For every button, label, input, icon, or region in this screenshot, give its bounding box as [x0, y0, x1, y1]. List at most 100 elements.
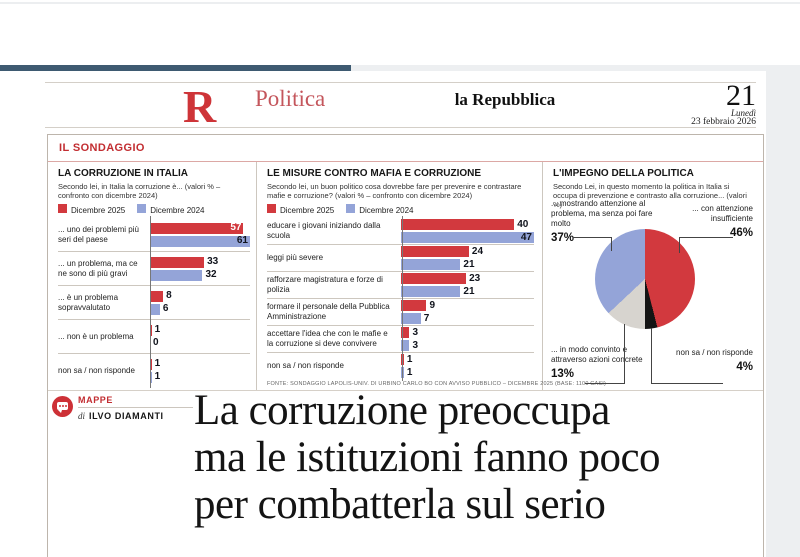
bar-category-label: rafforzare magistratura e forze di poliz…	[267, 275, 383, 294]
bar-segment: 57	[150, 222, 244, 234]
bar-row: ... non è un problema 1 0	[58, 319, 250, 353]
legend-swatch-red	[58, 203, 67, 213]
bar-value-label: 0	[153, 337, 159, 348]
bar-segment	[401, 327, 410, 338]
bar-axis	[150, 216, 151, 388]
panel-title: LA CORRUZIONE IN ITALIA	[58, 168, 188, 179]
bar-axis	[402, 216, 403, 381]
bar-value-label: 61	[236, 235, 248, 246]
bar-chart-misure: educare i giovani iniziando dalla scuola…	[267, 218, 534, 379]
bar-value-label: 1	[154, 358, 161, 369]
top-hairline	[0, 2, 800, 4]
bar-category-label: accettare l'idea che con le mafie e la c…	[267, 329, 388, 348]
bar-value-label: 40	[517, 218, 529, 230]
bar-value-label: 32	[205, 269, 217, 280]
bar-value-label: 3	[412, 326, 419, 338]
bar-row: accettare l'idea che con le mafie e la c…	[267, 325, 534, 352]
bar-row: non sa / non risponde 1 1	[267, 352, 534, 379]
bar-value-label: 1	[154, 371, 161, 382]
right-gray-strip	[766, 65, 800, 557]
repubblica-r-logo: R	[183, 81, 217, 132]
bar-segment	[401, 273, 467, 284]
legend-swatch-red	[267, 203, 276, 213]
top-accent-bar	[0, 65, 351, 71]
bar-segment	[401, 259, 461, 270]
bar-row: leggi più severe 24 21	[267, 244, 534, 271]
pie-pct-13: 13%	[551, 368, 575, 380]
bar-category-label: non sa / non risponde	[267, 361, 344, 371]
panel-subtitle: Secondo lei, un buon politico cosa dovre…	[267, 182, 522, 200]
bar-value-label: 9	[429, 299, 436, 311]
legend: Dicembre 2025 Dicembre 2024	[267, 203, 534, 215]
bar-value-label: 1	[406, 353, 413, 365]
bar-category-label: formare il personale della Pubblica Ammi…	[267, 302, 390, 321]
panel-subtitle: Secondo Lei, in questo momento la politi…	[553, 182, 747, 209]
bar-segment: 61	[150, 235, 250, 247]
leader-line	[679, 237, 680, 253]
bar-row: non sa / non risponde 1 1	[58, 353, 250, 387]
bar-row: ... un problema, ma ce ne sono di più gr…	[58, 251, 250, 285]
bar-value-label: 57	[230, 222, 242, 233]
legend-item-2025: Dicembre 2025	[267, 203, 334, 215]
bar-category-label: ... è un problema sopravvalutato	[58, 292, 119, 312]
legend-swatch-blue	[346, 203, 356, 213]
bar-row: ... uno dei problemi più seri del paese 5…	[58, 218, 250, 251]
legend: Dicembre 2025 Dicembre 2024	[58, 203, 250, 215]
bar-category-label: ... un problema, ma ce ne sono di più gr…	[58, 258, 138, 278]
bar-category-label: ... non è un problema	[58, 331, 134, 341]
source-note: FONTE: SONDAGGIO LAPOLIS-UNIV. DI URBINO…	[267, 381, 606, 387]
panel-subtitle: Secondo lei, in Italia la corruzione è..…	[58, 182, 221, 200]
header-rule-top	[45, 82, 756, 83]
legend-swatch-blue	[137, 203, 147, 213]
masthead: la Repubblica	[454, 90, 556, 109]
charts-strip: LA CORRUZIONE IN ITALIA Secondo lei, in …	[48, 161, 763, 391]
panel-impegno-della-politica: L'IMPEGNO DELLA POLITICA Secondo Lei, in…	[543, 162, 763, 390]
speech-bubble-icon	[57, 402, 68, 413]
panel-misure-contro-mafia: LE MISURE CONTRO MAFIA E CORRUZIONE Seco…	[256, 162, 606, 390]
rubric-name: MAPPE	[78, 395, 114, 405]
byline: di ILVO DIAMANTI	[78, 411, 164, 421]
bar-category-label: leggi più severe	[267, 253, 324, 263]
panel-title: L'IMPEGNO DELLA POLITICA	[553, 168, 694, 179]
bar-segment	[150, 269, 203, 281]
date: 23 febbraio 2026	[691, 117, 756, 127]
bar-value-label: 21	[463, 285, 475, 297]
pie-pct-46: 46%	[729, 227, 753, 239]
bar-value-label: 1	[154, 324, 161, 335]
bar-segment	[401, 300, 427, 311]
bar-category-label: ... uno dei problemi più seri del paese	[58, 224, 139, 244]
bar-segment	[150, 256, 205, 268]
bar-segment	[150, 290, 164, 302]
leader-line	[651, 383, 723, 384]
pie-label-attenzione-senza-fare: ... mostrando attenzione al problema, ma…	[551, 199, 663, 245]
bar-category-label: educare i giovani iniziando dalla scuola	[267, 221, 381, 240]
bar-value-label: 24	[471, 245, 484, 257]
bar-value-label: 3	[412, 339, 419, 351]
bar-segment: 47	[401, 232, 534, 243]
rubric-rule	[78, 407, 193, 408]
legend-item-2025: Dicembre 2025	[58, 203, 125, 215]
leader-line	[624, 324, 625, 384]
panel-la-corruzione-in-italia: LA CORRUZIONE IN ITALIA Secondo lei, in …	[48, 162, 256, 390]
pie-pct-37: 37%	[551, 232, 575, 244]
bar-value-label: 47	[520, 231, 532, 243]
leader-line	[679, 237, 733, 238]
leader-line	[573, 237, 611, 238]
bar-value-label: 6	[162, 303, 169, 314]
legend-item-2024: Dicembre 2024	[346, 203, 414, 215]
bar-value-label: 21	[463, 258, 475, 270]
article-box: IL SONDAGGIO LA CORRUZIONE IN ITALIA Sec…	[47, 134, 764, 557]
bar-segment	[401, 313, 421, 324]
bar-value-label: 8	[166, 290, 172, 301]
legend-item-2024: Dicembre 2024	[137, 203, 205, 215]
bar-row: formare il personale della Pubblica Ammi…	[267, 298, 534, 325]
sondaggio-kicker: IL SONDAGGIO	[59, 142, 145, 154]
article-headline: La corruzione preoccupa ma le istituzion…	[194, 387, 661, 528]
weekday: Lunedì	[730, 108, 756, 118]
bar-segment	[401, 340, 410, 351]
panel-title: LE MISURE CONTRO MAFIA E CORRUZIONE	[267, 168, 482, 179]
bar-value-label: 23	[469, 272, 481, 284]
mappe-comment-icon	[52, 396, 73, 417]
bar-row: rafforzare magistratura e forze di poliz…	[267, 271, 534, 298]
